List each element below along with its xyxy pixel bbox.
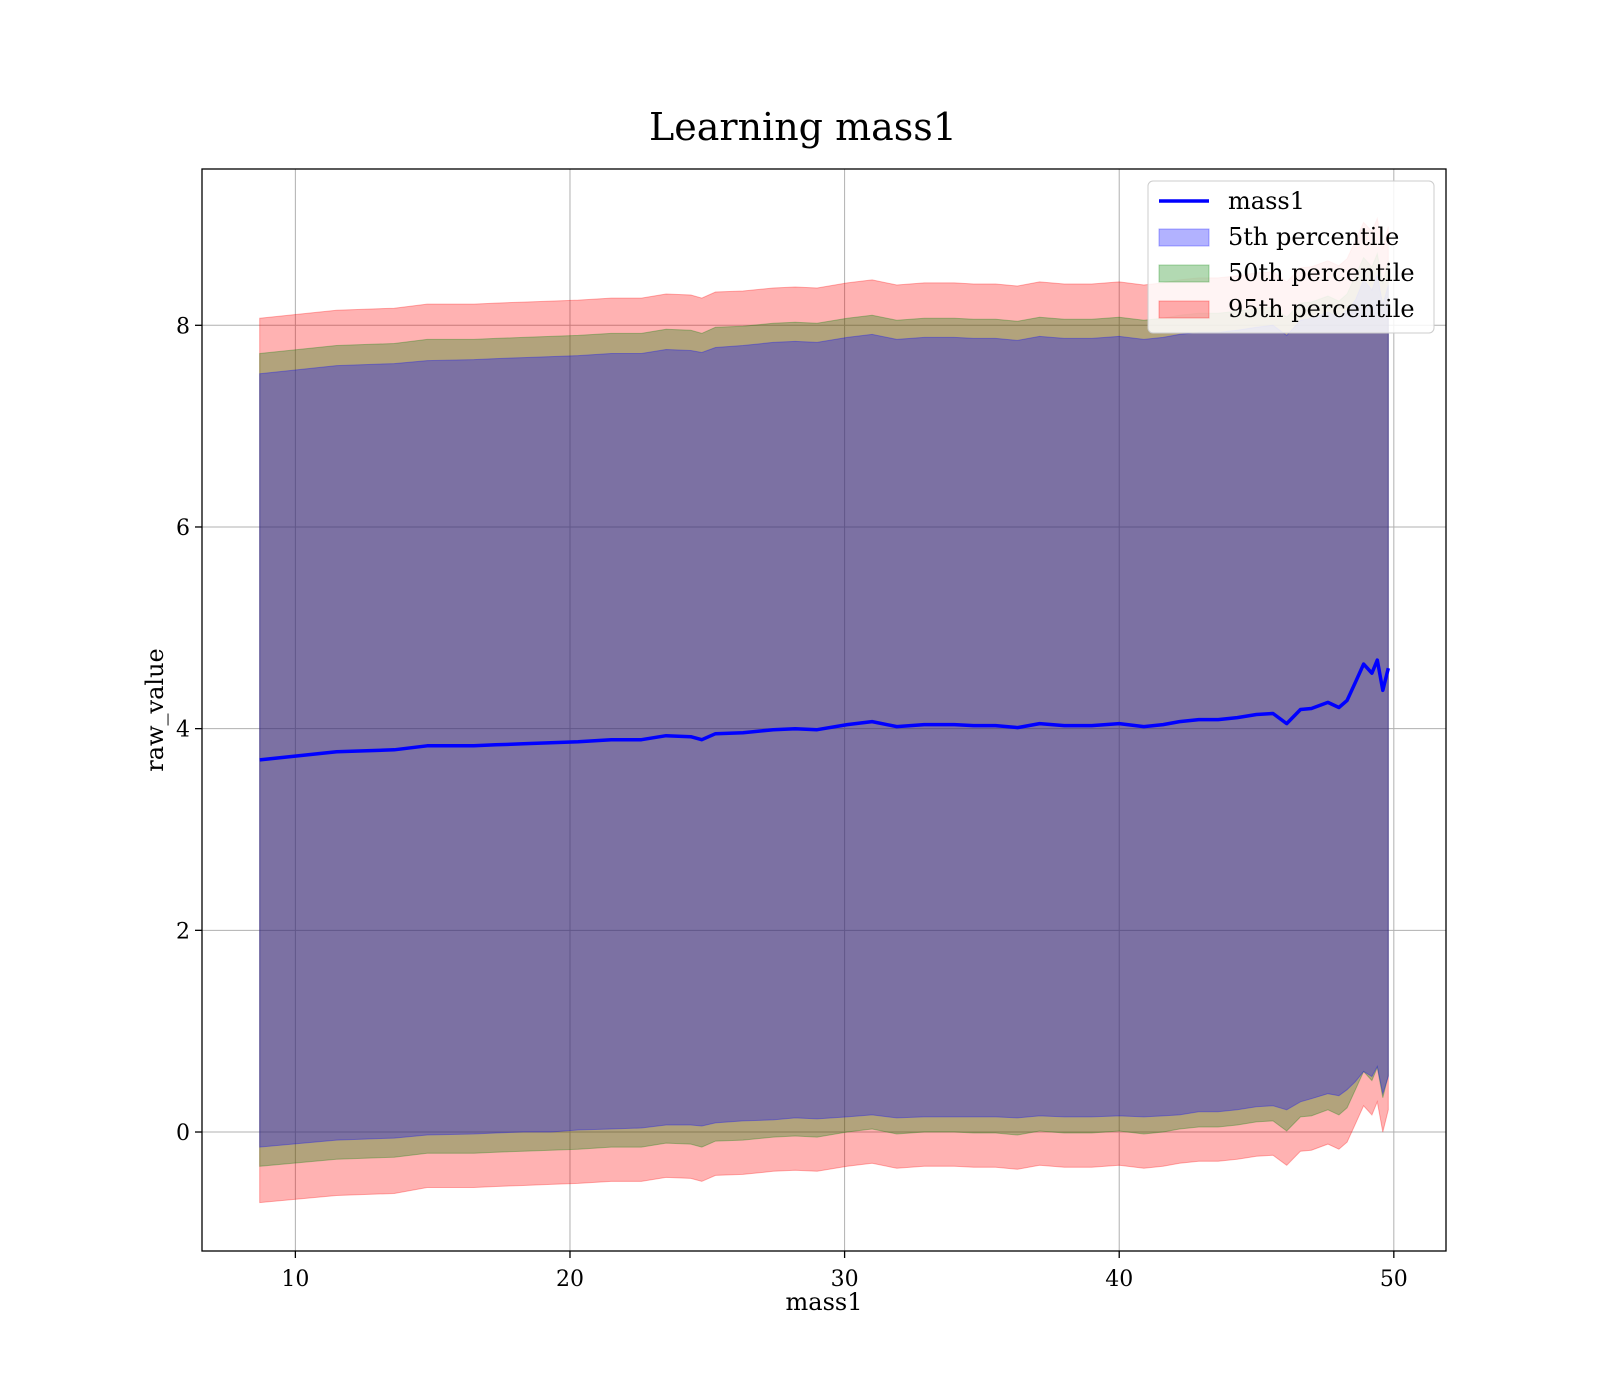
legend-label: 50th percentile — [1228, 259, 1415, 287]
band-95th-percentile — [259, 216, 1389, 1204]
band-50th-percentile — [259, 251, 1389, 1167]
x-axis-ticks: 10 20 30 40 50 — [281, 1251, 1408, 1292]
legend-swatch — [1158, 228, 1210, 247]
band-5th-percentile — [259, 272, 1389, 1148]
legend-swatch — [1158, 264, 1210, 283]
legend-label: mass1 — [1228, 187, 1305, 215]
y-axis-label: raw_value — [141, 648, 169, 772]
x-tick-label: 50 — [1380, 1267, 1408, 1292]
x-axis-label: mass1 — [786, 1288, 863, 1316]
y-tick-label: 6 — [176, 516, 190, 541]
line-mass1 — [259, 658, 1390, 762]
percentile-bands — [259, 216, 1389, 1204]
legend: mass1 5th percentile 50th percentile 95th p… — [1147, 180, 1435, 334]
legend-label: 95th percentile — [1228, 295, 1415, 323]
y-tick-label: 4 — [176, 718, 190, 743]
x-tick-label: 10 — [281, 1267, 309, 1292]
plot-frame — [201, 168, 1447, 1252]
legend-box — [1147, 180, 1435, 334]
x-tick-label: 30 — [831, 1267, 859, 1292]
chart-title: Learning mass1 — [649, 105, 957, 149]
y-tick-label: 2 — [176, 919, 190, 944]
x-tick-label: 40 — [1105, 1267, 1133, 1292]
series-lines — [259, 658, 1390, 762]
x-tick-label: 20 — [556, 1267, 584, 1292]
legend-label: 5th percentile — [1228, 223, 1399, 251]
y-tick-label: 8 — [176, 314, 190, 339]
y-tick-label: 0 — [176, 1121, 190, 1146]
legend-swatch — [1158, 300, 1210, 319]
plot-area — [202, 169, 1446, 1251]
y-axis-ticks: 0 2 4 6 8 — [176, 314, 202, 1146]
